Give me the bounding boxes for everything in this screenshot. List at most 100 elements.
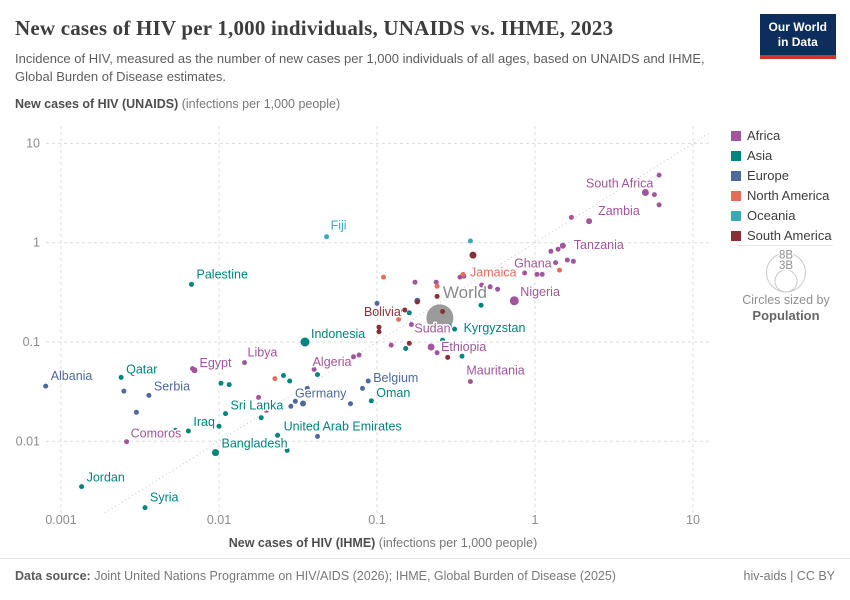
- data-point-ethiopia[interactable]: [427, 343, 435, 351]
- data-point-north-america[interactable]: [397, 308, 403, 314]
- data-point-europe[interactable]: [288, 403, 294, 409]
- data-point-south-america[interactable]: [406, 340, 412, 346]
- legend-item-north-america[interactable]: North America: [731, 188, 832, 203]
- data-point-belgium[interactable]: [365, 378, 371, 384]
- data-point-asia[interactable]: [216, 423, 222, 429]
- data-point-africa[interactable]: [356, 352, 362, 358]
- data-point-south-america[interactable]: [414, 299, 420, 305]
- data-point-palestine[interactable]: [189, 281, 194, 287]
- data-point-south-america[interactable]: [434, 293, 440, 299]
- data-point-asia[interactable]: [284, 447, 290, 453]
- legend-item-africa[interactable]: Africa: [731, 128, 832, 143]
- data-point-europe[interactable]: [315, 433, 320, 439]
- data-point-asia[interactable]: [446, 323, 452, 329]
- data-point-sudan[interactable]: [408, 322, 414, 327]
- data-point-asia[interactable]: [440, 337, 446, 343]
- data-point-mauritania[interactable]: [467, 379, 473, 384]
- data-point-europe[interactable]: [121, 388, 127, 394]
- data-point-south-america[interactable]: [376, 324, 382, 330]
- data-point-oman[interactable]: [368, 398, 374, 404]
- data-point-qatar[interactable]: [118, 374, 124, 380]
- data-point-asia[interactable]: [281, 373, 286, 378]
- data-point-africa[interactable]: [414, 327, 420, 333]
- data-point-africa[interactable]: [651, 192, 657, 198]
- data-point-africa[interactable]: [570, 258, 576, 264]
- data-point-albania[interactable]: [43, 383, 49, 389]
- data-point-asia[interactable]: [226, 382, 232, 388]
- data-point-europe[interactable]: [304, 385, 310, 391]
- data-point-south-america[interactable]: [445, 354, 451, 360]
- data-point-ghana[interactable]: [553, 260, 559, 266]
- data-point-africa[interactable]: [656, 202, 662, 208]
- data-point-africa[interactable]: [495, 286, 501, 292]
- data-point-north-america[interactable]: [272, 376, 278, 382]
- data-point-south-america[interactable]: [469, 251, 477, 259]
- data-point-asia[interactable]: [406, 310, 412, 316]
- data-point-oceania[interactable]: [467, 238, 473, 244]
- data-point-sri-lanka[interactable]: [223, 411, 228, 417]
- data-point-indonesia[interactable]: [300, 337, 310, 347]
- data-point-north-america[interactable]: [381, 274, 386, 280]
- data-point-zambia[interactable]: [586, 218, 593, 225]
- data-point-asia[interactable]: [403, 346, 409, 351]
- legend-item-south-america[interactable]: South America: [731, 228, 832, 243]
- data-point-germany[interactable]: [300, 400, 306, 407]
- data-point-africa[interactable]: [555, 246, 561, 252]
- data-point-europe[interactable]: [360, 385, 365, 391]
- data-point-south-africa[interactable]: [641, 189, 649, 196]
- data-point-iraq[interactable]: [185, 428, 191, 434]
- data-point-africa[interactable]: [311, 366, 317, 372]
- data-point-fiji[interactable]: [324, 234, 330, 240]
- data-point-asia[interactable]: [258, 415, 264, 421]
- data-point-africa[interactable]: [548, 248, 554, 254]
- data-point-jamaica[interactable]: [460, 271, 466, 277]
- data-point-asia[interactable]: [172, 427, 178, 433]
- data-point-africa[interactable]: [256, 394, 262, 400]
- data-point-asia[interactable]: [459, 353, 465, 359]
- data-point-africa[interactable]: [534, 271, 540, 277]
- data-point-nigeria[interactable]: [509, 296, 519, 306]
- data-point-south-america[interactable]: [376, 329, 382, 335]
- license-text[interactable]: hiv-aids | CC BY: [743, 569, 835, 583]
- data-point-europe[interactable]: [292, 398, 298, 404]
- data-point-kyrgyzstan[interactable]: [452, 326, 458, 332]
- data-point-africa[interactable]: [479, 282, 485, 288]
- data-point-north-america[interactable]: [434, 283, 440, 289]
- data-point-africa[interactable]: [539, 271, 545, 277]
- data-point-africa[interactable]: [412, 279, 418, 285]
- data-point-africa[interactable]: [434, 350, 440, 356]
- data-point-bangladesh[interactable]: [212, 449, 219, 457]
- data-point-algeria[interactable]: [351, 354, 356, 360]
- data-point-jordan[interactable]: [79, 484, 85, 490]
- data-point-africa[interactable]: [487, 284, 493, 290]
- data-point-europe[interactable]: [374, 300, 380, 306]
- data-point-asia[interactable]: [287, 378, 293, 384]
- legend-item-asia[interactable]: Asia: [731, 148, 832, 163]
- data-point-africa[interactable]: [388, 342, 394, 348]
- data-point-south-america[interactable]: [372, 309, 378, 315]
- data-point-world[interactable]: [426, 304, 454, 332]
- data-point-asia[interactable]: [478, 302, 484, 308]
- data-point-syria[interactable]: [142, 505, 148, 511]
- data-point-tanzania[interactable]: [559, 242, 566, 249]
- data-point-africa[interactable]: [564, 257, 570, 263]
- owid-logo[interactable]: Our World in Data: [759, 14, 836, 59]
- data-point-south-america[interactable]: [440, 309, 446, 314]
- data-point-africa[interactable]: [568, 214, 574, 220]
- data-point-europe[interactable]: [348, 401, 353, 407]
- data-point-asia[interactable]: [218, 380, 224, 386]
- data-point-asia[interactable]: [315, 372, 320, 378]
- data-point-africa[interactable]: [656, 172, 662, 178]
- data-point-africa[interactable]: [190, 366, 195, 372]
- data-point-africa[interactable]: [522, 270, 528, 276]
- legend-item-oceania[interactable]: Oceania: [731, 208, 832, 223]
- data-point-north-america[interactable]: [557, 267, 562, 273]
- data-point-africa[interactable]: [264, 407, 270, 413]
- data-point-bolivia[interactable]: [402, 307, 408, 313]
- data-point-united-arab-emirates[interactable]: [275, 432, 281, 438]
- data-point-serbia[interactable]: [146, 392, 152, 398]
- data-point-libya[interactable]: [242, 360, 247, 366]
- legend-item-europe[interactable]: Europe: [731, 168, 832, 183]
- data-point-europe[interactable]: [133, 409, 139, 415]
